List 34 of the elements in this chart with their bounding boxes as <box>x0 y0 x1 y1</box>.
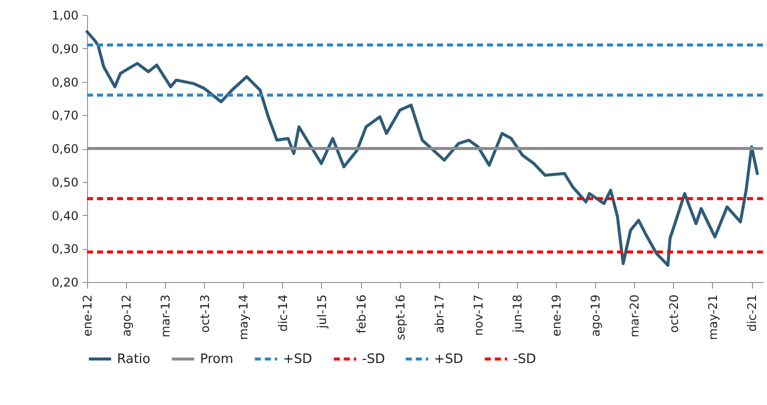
y-tick-label: 0,30 <box>52 242 78 256</box>
legend-label: Ratio <box>117 352 150 367</box>
x-tick-label: jul-15 <box>314 294 329 330</box>
y-tick-label: 0,40 <box>52 208 78 223</box>
x-tick-label: ago-12 <box>120 294 134 337</box>
x-tick-label: dic-21 <box>745 294 760 332</box>
legend-label: Prom <box>200 352 234 367</box>
legend-label: -SD <box>513 352 536 367</box>
y-tick-label: 0,70 <box>52 108 78 123</box>
y-tick-label: 0,80 <box>52 75 78 90</box>
line-series <box>86 30 759 267</box>
y-tick-label: 0,20 <box>52 276 78 290</box>
x-tick-label: abr-17 <box>432 294 446 334</box>
y-tick-label: 0,60 <box>52 142 78 156</box>
x-tick-label: mar-20 <box>628 294 642 338</box>
x-tick-label: sept-16 <box>393 294 408 340</box>
legend-label: -SD <box>362 352 385 367</box>
x-tick-label: oct-13 <box>198 294 212 333</box>
y-tick-label: 1,00 <box>52 8 78 22</box>
x-tick-label: ene-19 <box>550 294 564 336</box>
x-tick-label: may-21 <box>706 294 720 340</box>
x-tick-label: mar-13 <box>158 294 172 338</box>
y-tick-label: 0,90 <box>52 42 78 56</box>
x-tick-label: feb-16 <box>354 294 368 334</box>
x-tick-label: oct-20 <box>666 294 681 333</box>
legend-label: +SD <box>283 352 312 367</box>
x-tick-label: ago-19 <box>588 294 603 337</box>
x-tick-label: may-14 <box>236 294 251 340</box>
legend-label: +SD <box>434 352 464 367</box>
x-tick-label: nov-17 <box>472 294 486 336</box>
x-tick-label: jun-18 <box>510 294 524 334</box>
y-tick-label: 0,50 <box>52 175 78 190</box>
x-tick-label: ene-12 <box>80 294 94 336</box>
x-tick-label: dic-14 <box>276 294 290 332</box>
